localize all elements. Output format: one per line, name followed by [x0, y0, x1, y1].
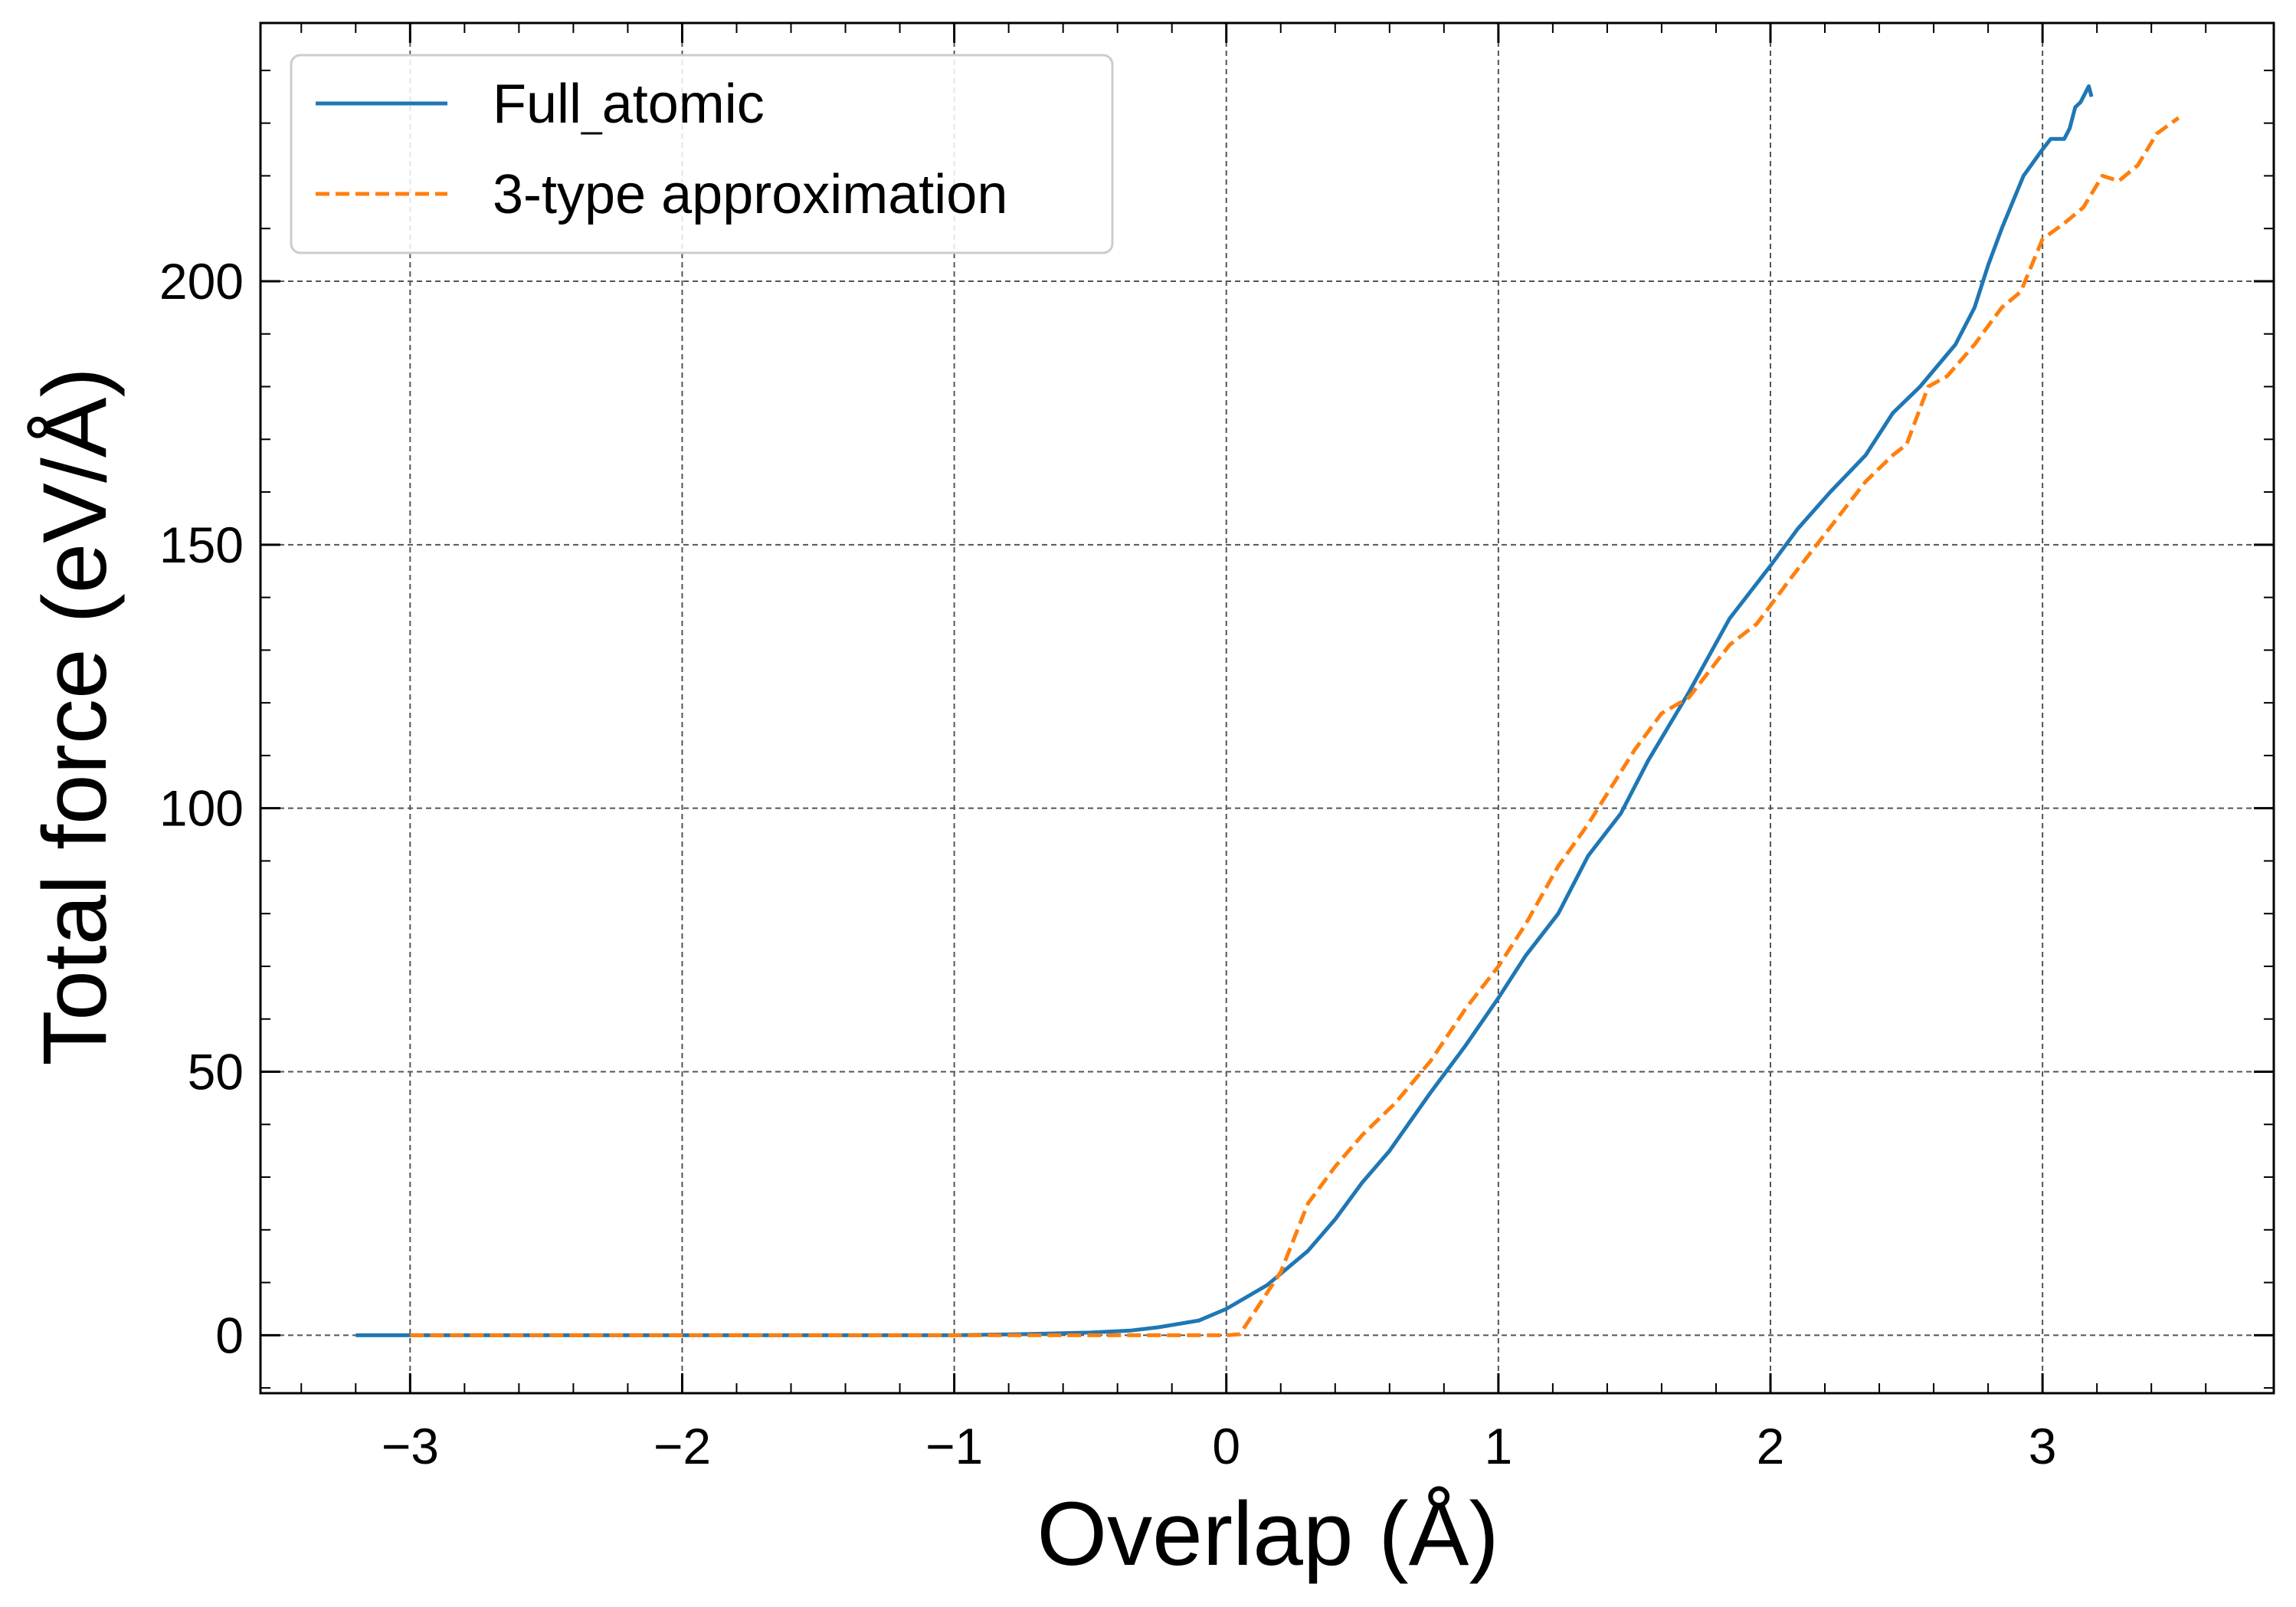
y-axis-label: Total force (eV/Å) — [25, 367, 126, 1066]
tick-labels: −3 −2 −1 0 1 2 3 0 50 100 150 200 — [159, 253, 2057, 1474]
x-tick-label: −2 — [653, 1418, 711, 1474]
x-tick-label: 2 — [1757, 1418, 1785, 1474]
legend-label-underscore: _ — [581, 95, 603, 136]
y-tick-label: 0 — [215, 1307, 244, 1363]
legend-label-full-atomic-head: Full — [493, 74, 581, 135]
series-line-full-atomic — [355, 84, 2094, 1337]
plot-frame — [259, 21, 2275, 1395]
legend-label-3-type-approximation: 3-type approximation — [493, 164, 1007, 225]
plot-series — [355, 84, 2180, 1337]
y-tick-label: 200 — [159, 253, 244, 310]
x-tick-label: 3 — [2029, 1418, 2057, 1474]
x-tick-label: 1 — [1485, 1418, 1513, 1474]
y-tick-label: 150 — [159, 517, 244, 573]
y-tick-label: 50 — [188, 1044, 244, 1100]
x-tick-label: −1 — [925, 1418, 983, 1474]
y-tick-label: 100 — [159, 780, 244, 837]
grid-lines — [260, 23, 2274, 1393]
axis-ticks — [260, 23, 2274, 1393]
x-tick-label: 0 — [1212, 1418, 1240, 1474]
series-line-3-type-approximation — [410, 116, 2180, 1337]
legend: Full_atomic 3-type approximation — [290, 54, 1114, 254]
legend-label-full-atomic: Full_atomic — [493, 74, 765, 136]
legend-label-full-atomic-tail: atomic — [602, 74, 765, 135]
legend-box — [290, 54, 1114, 254]
x-axis-label: Overlap (Å) — [1037, 1484, 1498, 1585]
x-tick-label: −3 — [382, 1418, 439, 1474]
